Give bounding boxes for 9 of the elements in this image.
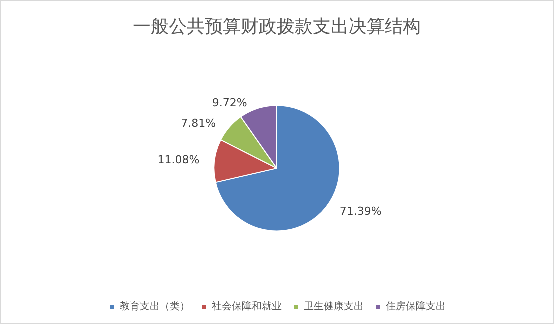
- legend-label: 社会保障和就业: [212, 300, 282, 312]
- data-label: 9.72%: [212, 96, 248, 110]
- data-label: 7.81%: [181, 116, 216, 130]
- data-label: 11.08%: [158, 154, 200, 167]
- legend-label: 卫生健康支出: [304, 300, 364, 312]
- legend-label: 住房保障支出: [386, 300, 446, 312]
- data-label: 71.39%: [340, 204, 382, 218]
- legend-label: 教育支出（类）: [120, 300, 190, 312]
- chart-title: 一般公共预算财政拨款支出决算结构: [133, 16, 421, 38]
